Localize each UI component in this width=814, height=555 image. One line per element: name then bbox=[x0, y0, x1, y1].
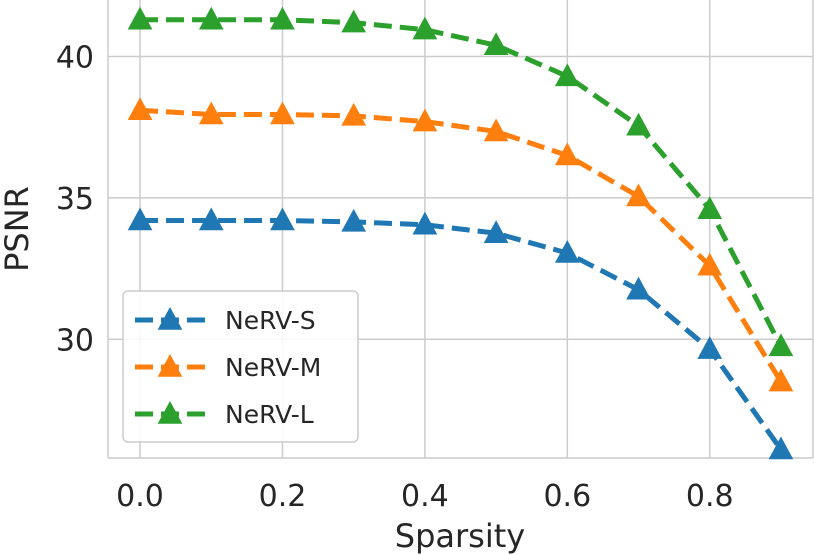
legend: NeRV-S NeRV-M NeRV-L bbox=[122, 290, 359, 443]
data-point-nerv-m bbox=[626, 183, 651, 207]
series-group bbox=[127, 6, 794, 460]
data-point-nerv-s bbox=[198, 207, 224, 231]
legend-marker-nerv-m bbox=[157, 354, 183, 377]
data-point-nerv-s bbox=[697, 336, 723, 359]
data-point-nerv-s bbox=[341, 208, 367, 232]
data-point-nerv-l bbox=[483, 32, 509, 55]
data-point-nerv-m bbox=[198, 101, 224, 125]
data-point-nerv-m bbox=[554, 142, 580, 166]
x-tick-label: 0.2 bbox=[259, 479, 307, 514]
data-point-nerv-s bbox=[554, 240, 580, 263]
data-point-nerv-l bbox=[412, 16, 438, 40]
series-line-nerv-l bbox=[140, 17, 784, 348]
data-point-nerv-l bbox=[697, 196, 723, 219]
series-nerv-s bbox=[127, 207, 794, 460]
legend-label-nerv-s: NeRV-S bbox=[225, 306, 316, 335]
legend-marker-nerv-l bbox=[157, 401, 183, 424]
y-tick-label: 35 bbox=[56, 182, 94, 217]
series-nerv-l bbox=[127, 6, 794, 357]
data-point-nerv-s bbox=[626, 276, 651, 300]
tick-labels: 0.0 0.2 0.4 0.6 0.8 30 35 40 bbox=[56, 41, 734, 514]
data-point-nerv-l bbox=[626, 112, 651, 136]
data-point-nerv-m bbox=[768, 368, 794, 392]
x-tick-label: 0.0 bbox=[116, 479, 164, 514]
x-axis-label: Sparsity bbox=[395, 517, 525, 555]
data-point-nerv-m bbox=[270, 101, 295, 125]
data-point-nerv-m bbox=[127, 97, 153, 121]
series-line-nerv-m bbox=[139, 107, 784, 383]
y-tick-label: 30 bbox=[56, 323, 94, 358]
y-tick-label: 40 bbox=[56, 41, 94, 76]
data-point-nerv-m bbox=[412, 108, 438, 132]
data-point-nerv-s bbox=[483, 220, 509, 243]
y-axis-label: PSNR bbox=[0, 186, 36, 272]
data-point-nerv-m bbox=[697, 252, 723, 276]
data-point-nerv-s bbox=[412, 211, 438, 235]
legend-label-nerv-m: NeRV-M bbox=[225, 353, 321, 382]
data-point-nerv-s bbox=[768, 436, 794, 460]
series-nerv-m bbox=[127, 97, 794, 392]
data-point-nerv-l bbox=[198, 6, 224, 30]
series-line-nerv-s bbox=[140, 218, 783, 451]
legend-item-nerv-l: NeRV-L bbox=[135, 400, 314, 429]
data-point-nerv-l bbox=[768, 333, 794, 357]
x-tick-label: 0.6 bbox=[543, 479, 591, 514]
x-tick-label: 0.4 bbox=[401, 479, 449, 514]
data-point-nerv-l bbox=[341, 9, 367, 33]
legend-label-nerv-l: NeRV-L bbox=[225, 400, 314, 429]
data-point-nerv-s bbox=[270, 207, 295, 231]
axes bbox=[107, 0, 814, 459]
data-point-nerv-s bbox=[127, 207, 153, 231]
legend-marker-nerv-s bbox=[157, 307, 183, 330]
legend-item-nerv-s: NeRV-S bbox=[135, 306, 316, 335]
data-point-nerv-l bbox=[554, 63, 580, 87]
x-tick-label: 0.8 bbox=[686, 479, 734, 514]
data-point-nerv-l bbox=[127, 6, 153, 30]
legend-item-nerv-m: NeRV-M bbox=[135, 353, 321, 382]
data-point-nerv-m bbox=[483, 118, 509, 142]
data-point-nerv-l bbox=[270, 6, 295, 30]
data-point-nerv-m bbox=[341, 102, 367, 126]
